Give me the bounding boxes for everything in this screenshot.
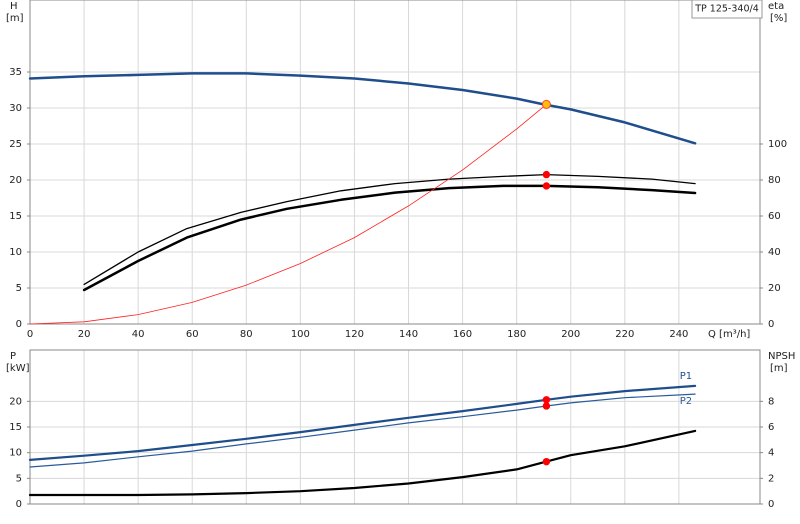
x-tick-label: 180 bbox=[507, 329, 526, 340]
x-tick-label: 60 bbox=[186, 329, 199, 340]
y-tick-label: 5 bbox=[16, 473, 22, 484]
series-label: P2 bbox=[680, 396, 692, 407]
y2-tick-label: 60 bbox=[768, 211, 781, 222]
y2-tick-label: 0 bbox=[768, 319, 774, 330]
y-tick-label: 15 bbox=[9, 211, 22, 222]
x-axis-label: Q [m³/h] bbox=[708, 329, 750, 340]
chart-title: TP 125-340/4 bbox=[694, 4, 759, 15]
y-axis-unit: [m] bbox=[6, 13, 24, 24]
y2-tick-label: 6 bbox=[768, 422, 774, 433]
y2-axis-unit: [m] bbox=[770, 363, 788, 374]
y2-axis-label: eta bbox=[768, 1, 784, 12]
operating-point bbox=[542, 396, 551, 404]
y2-tick-label: 2 bbox=[768, 473, 774, 484]
plot-frame bbox=[29, 0, 761, 325]
x-tick-label: 220 bbox=[615, 329, 634, 340]
operating-point bbox=[542, 170, 551, 179]
curve bbox=[28, 429, 697, 497]
y2-tick-label: 100 bbox=[768, 139, 787, 150]
y-tick-label: 35 bbox=[9, 67, 22, 78]
y2-tick-label: 8 bbox=[768, 396, 774, 407]
curve bbox=[29, 104, 547, 325]
x-tick-label: 120 bbox=[345, 329, 364, 340]
y-tick-label: 0 bbox=[16, 499, 22, 510]
operating-point bbox=[542, 402, 551, 410]
series-label: P1 bbox=[680, 371, 692, 382]
y2-tick-label: 20 bbox=[768, 283, 781, 294]
operating-point bbox=[542, 182, 551, 190]
x-tick-label: 20 bbox=[78, 329, 91, 340]
y-tick-label: 10 bbox=[9, 448, 22, 459]
curve bbox=[83, 173, 696, 286]
x-tick-label: 100 bbox=[291, 329, 310, 340]
operating-point bbox=[541, 99, 551, 109]
y-tick-label: 20 bbox=[9, 396, 22, 407]
y2-axis-unit: [%] bbox=[770, 13, 787, 24]
y2-axis-label: NPSH bbox=[768, 351, 795, 362]
y2-tick-label: 40 bbox=[768, 247, 781, 258]
y-axis-label: H bbox=[10, 1, 18, 12]
x-tick-label: 200 bbox=[561, 329, 580, 340]
x-tick-label: 80 bbox=[240, 329, 253, 340]
y-tick-label: 25 bbox=[9, 139, 22, 150]
x-tick-label: 40 bbox=[132, 329, 145, 340]
y-tick-label: 0 bbox=[16, 319, 22, 330]
x-tick-label: 140 bbox=[399, 329, 418, 340]
curve bbox=[28, 384, 697, 461]
y-tick-label: 15 bbox=[9, 422, 22, 433]
curve bbox=[82, 184, 697, 292]
title-box bbox=[691, 0, 763, 19]
y-tick-label: 30 bbox=[9, 103, 22, 114]
y2-tick-label: 0 bbox=[768, 499, 774, 510]
y-axis-unit: [kW] bbox=[6, 363, 30, 374]
curve bbox=[28, 72, 697, 145]
y-tick-label: 20 bbox=[9, 175, 22, 186]
x-tick-label: 240 bbox=[669, 329, 688, 340]
y-tick-label: 10 bbox=[9, 247, 22, 258]
x-tick-label: 0 bbox=[27, 329, 33, 340]
y2-tick-label: 80 bbox=[768, 175, 781, 186]
y-tick-label: 5 bbox=[16, 283, 22, 294]
y-axis-label: P bbox=[10, 351, 16, 362]
operating-point bbox=[542, 457, 551, 466]
curve bbox=[29, 393, 696, 468]
y2-tick-label: 4 bbox=[768, 448, 774, 459]
x-tick-label: 160 bbox=[453, 329, 472, 340]
